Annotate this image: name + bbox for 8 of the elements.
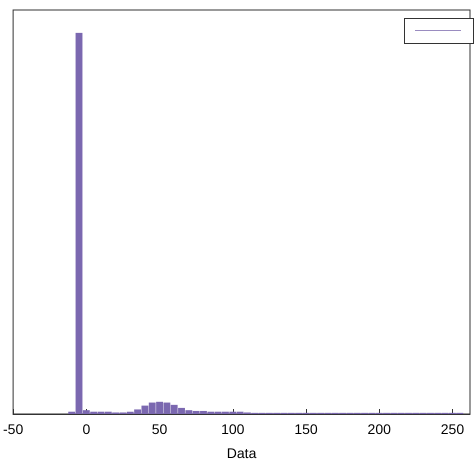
x-tick-label: -50: [3, 421, 24, 437]
x-tick-label: 150: [294, 421, 318, 437]
x-tick-label: 0: [82, 421, 90, 437]
x-tick-label: 50: [152, 421, 168, 437]
x-tick-label: 100: [221, 421, 245, 437]
x-tick-label: 250: [440, 421, 464, 437]
x-axis-title: Data: [226, 445, 257, 461]
x-tick-label: 200: [368, 421, 392, 437]
